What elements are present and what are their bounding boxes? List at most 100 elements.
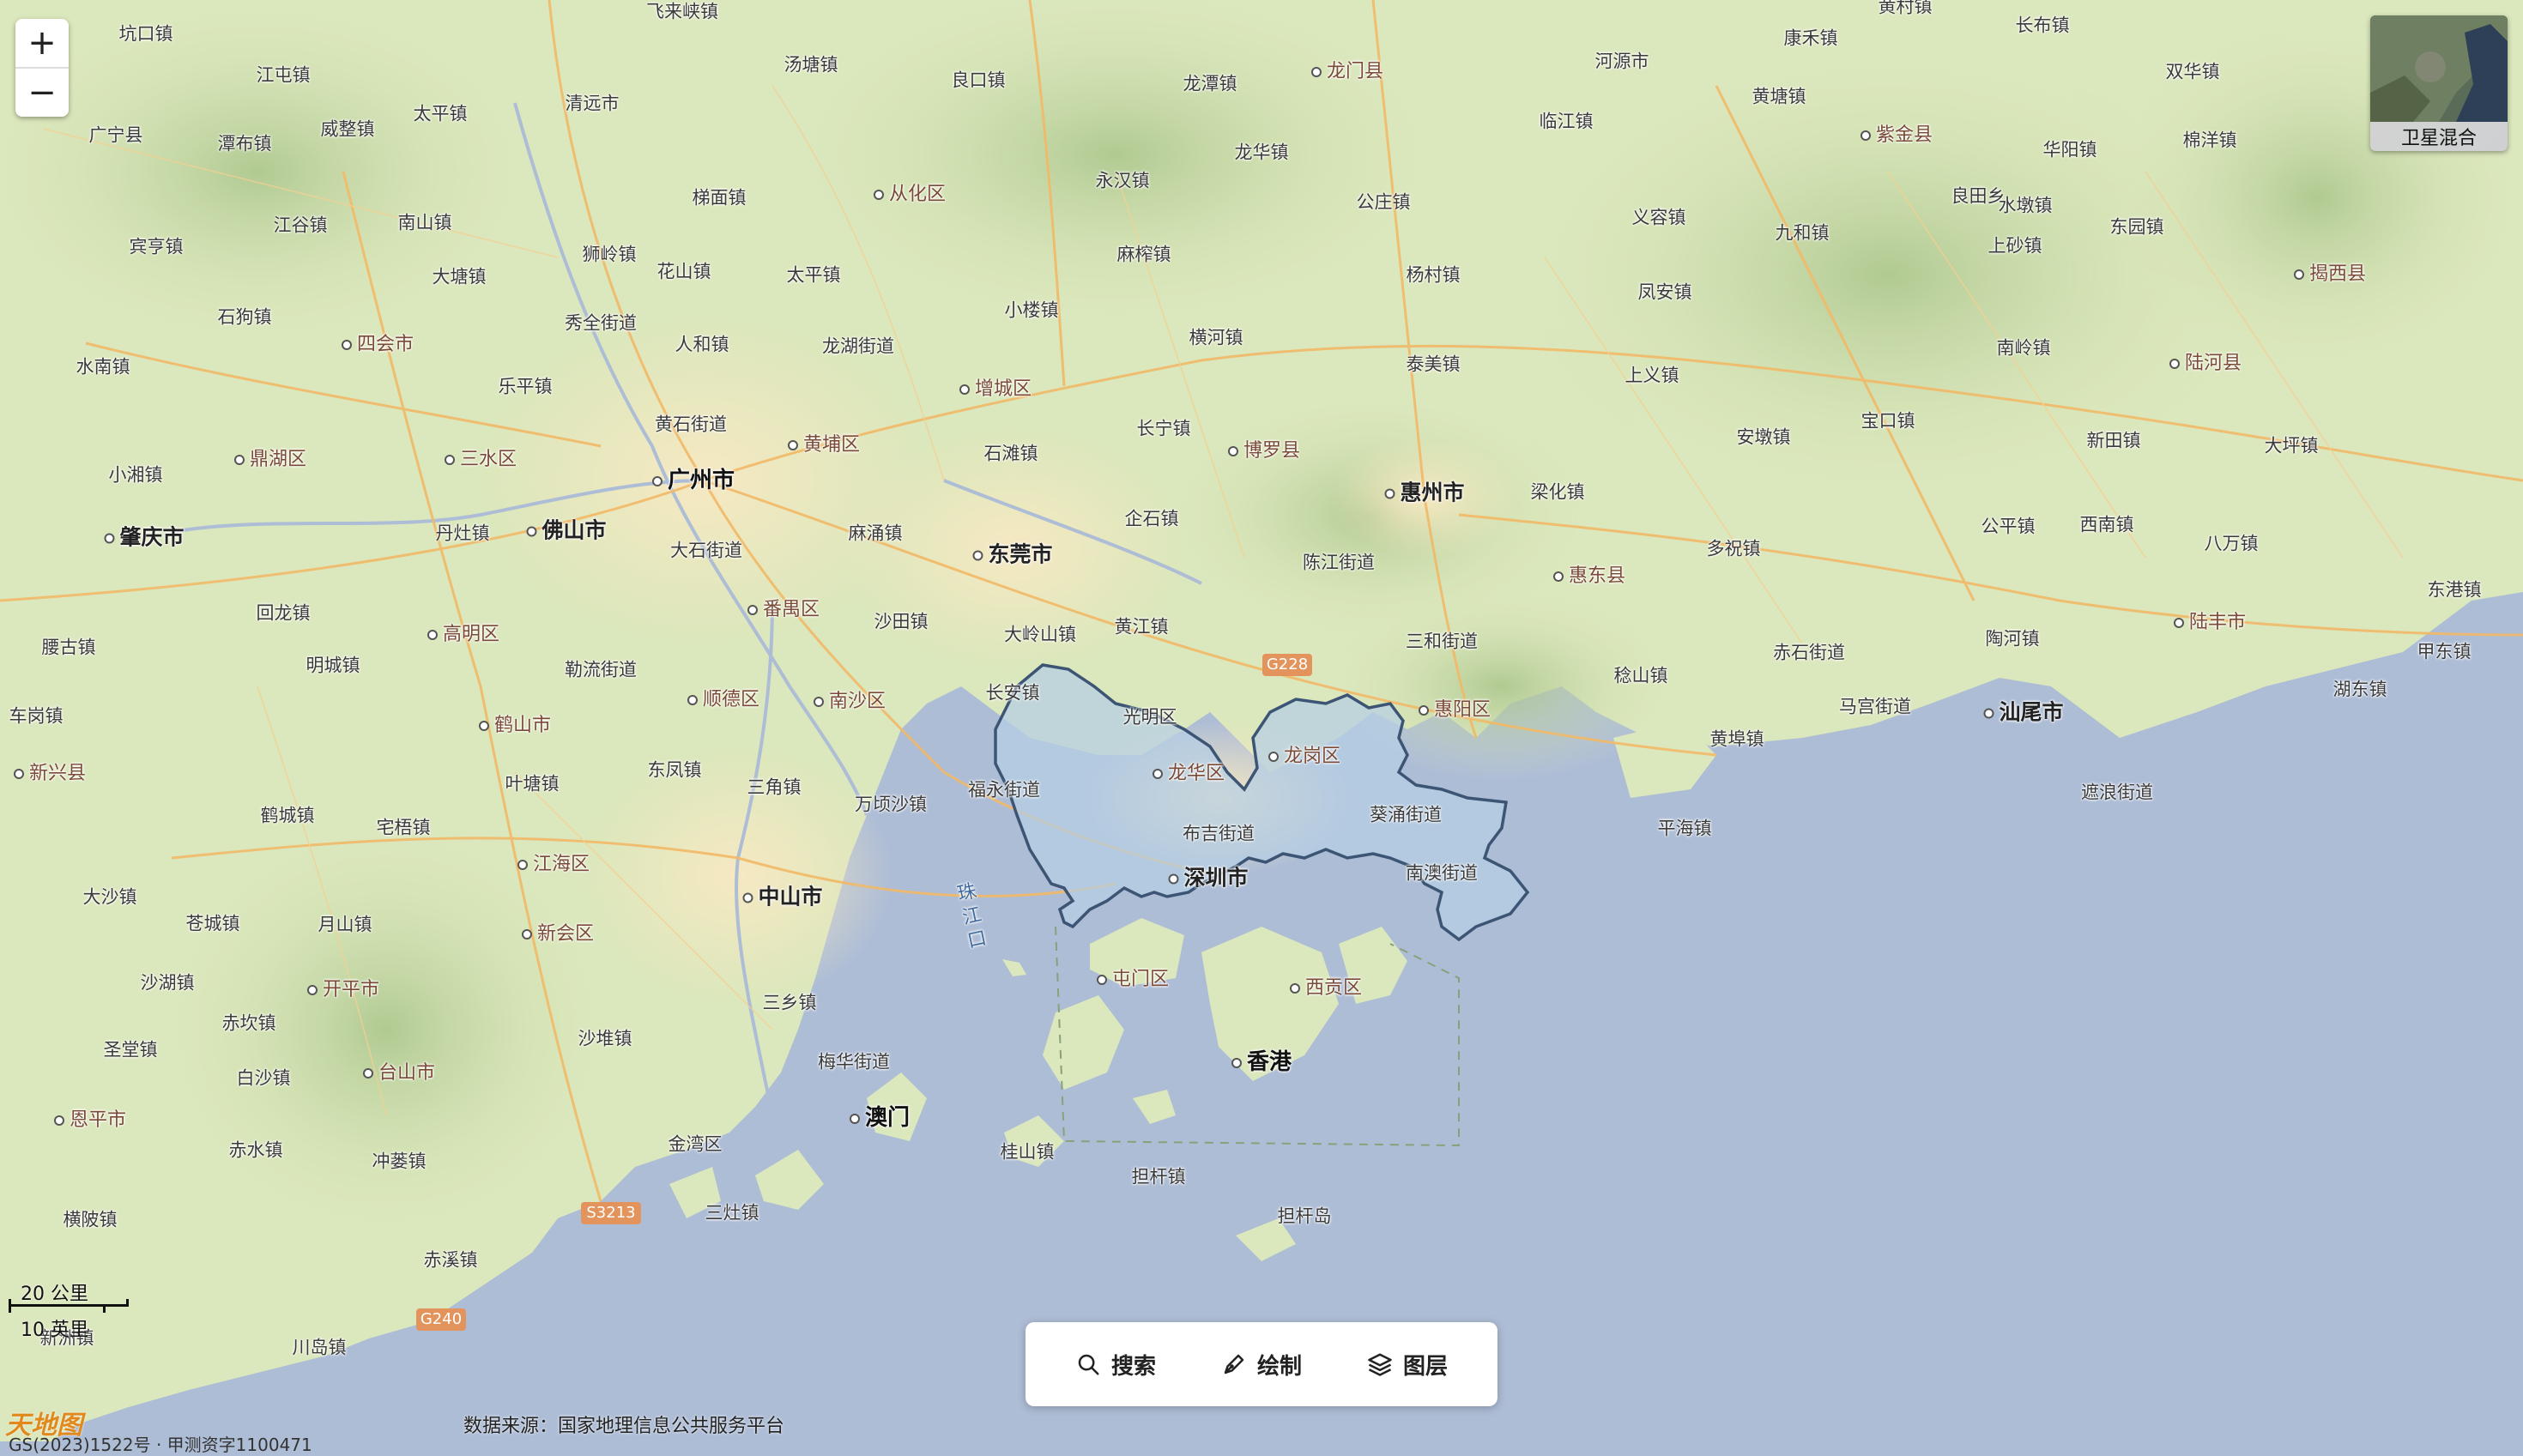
scale-tick xyxy=(103,1304,106,1313)
town-label: 华阳镇 xyxy=(2042,139,2097,160)
place-marker-icon xyxy=(873,190,884,200)
town-label: 福永街道 xyxy=(968,779,1040,800)
place-marker-icon xyxy=(13,769,24,779)
town-label: 狮岭镇 xyxy=(582,244,637,265)
dist-label: 惠阳区 xyxy=(1418,701,1491,720)
place-marker-icon xyxy=(517,860,528,870)
major-label: 澳门 xyxy=(849,1107,910,1129)
town-label: 黄村镇 xyxy=(1878,0,1933,17)
town-label: 坑口镇 xyxy=(118,23,173,45)
layers-button[interactable]: 图层 xyxy=(1367,1349,1448,1380)
town-label: 潭布镇 xyxy=(217,133,272,154)
draw-button[interactable]: 绘制 xyxy=(1221,1349,1302,1380)
major-label: 广州市 xyxy=(651,469,735,492)
town-label: 麻涌镇 xyxy=(848,523,903,544)
town-label: 义容镇 xyxy=(1631,207,1686,228)
dist-label: 博罗县 xyxy=(1227,442,1300,461)
town-label: 水墩镇 xyxy=(1998,195,2053,216)
dist-label: 番禺区 xyxy=(747,601,820,619)
search-button-label: 搜索 xyxy=(1110,1353,1156,1380)
scale-tick xyxy=(126,1299,129,1306)
city-label: 肇庆市 xyxy=(104,527,185,548)
town-label: 黄江镇 xyxy=(1114,616,1169,637)
dist-label: 陆河县 xyxy=(2169,354,2242,373)
town-label: 担杆岛 xyxy=(1277,1205,1332,1227)
road-number-label: G228 xyxy=(1266,656,1309,674)
road-shield-s3213 xyxy=(581,1202,641,1224)
hk-boundary xyxy=(1055,926,1460,1147)
place-marker-icon xyxy=(478,721,489,731)
town-label: 白沙镇 xyxy=(236,1067,291,1089)
dist-label: 龙岗区 xyxy=(1268,747,1340,766)
town-label: 棉洋镇 xyxy=(2182,130,2237,151)
roads xyxy=(0,0,2523,1202)
town-label: 沙田镇 xyxy=(874,611,929,632)
place-marker-icon xyxy=(427,630,438,640)
zoom-out-button[interactable]: − xyxy=(27,73,57,112)
dist-label: 黄埔区 xyxy=(787,436,860,455)
minor-roads xyxy=(42,85,2404,1116)
place-marker-icon xyxy=(521,929,532,939)
scale-tick xyxy=(9,1299,11,1313)
town-label: 黄埠镇 xyxy=(1709,728,1764,750)
place-marker-icon xyxy=(1310,67,1322,77)
place-marker-icon xyxy=(2173,618,2184,628)
town-label: 八万镇 xyxy=(2204,533,2259,554)
town-label: 沙湖镇 xyxy=(140,972,195,994)
town-label: 安墩镇 xyxy=(1736,426,1791,448)
place-marker-icon xyxy=(651,475,663,486)
place-marker-icon xyxy=(2293,269,2304,280)
dist-label: 从化区 xyxy=(873,185,946,204)
town-label: 勒流街道 xyxy=(565,659,637,680)
town-label: 长安镇 xyxy=(985,682,1040,704)
town-label: 葵涌街道 xyxy=(1370,804,1442,825)
zoom-in-button[interactable]: + xyxy=(27,23,57,63)
town-label: 陈江街道 xyxy=(1303,552,1375,573)
place-marker-icon xyxy=(444,455,455,465)
town-label: 鹤城镇 xyxy=(260,805,315,826)
major-label: 香港 xyxy=(1231,1051,1292,1073)
city-label: 汕尾市 xyxy=(1983,702,2064,723)
town-label: 公平镇 xyxy=(1981,516,2036,537)
town-label: 宾亨镇 xyxy=(129,236,184,257)
town-label: 新洲镇 xyxy=(39,1327,94,1349)
place-marker-icon xyxy=(972,550,983,561)
place-marker-icon xyxy=(1418,705,1429,716)
town-label: 甲东镇 xyxy=(2417,641,2472,662)
town-label: 水南镇 xyxy=(76,356,130,378)
town-label: 小湘镇 xyxy=(108,464,163,486)
islands xyxy=(669,721,1716,1261)
town-label: 康禾镇 xyxy=(1783,27,1838,49)
town-label: 月山镇 xyxy=(318,914,372,935)
town-label: 冲蒌镇 xyxy=(372,1151,427,1172)
zoom-divider xyxy=(15,67,69,69)
place-marker-icon xyxy=(1227,446,1238,456)
road-number-label: G240 xyxy=(420,1310,463,1328)
place-marker-icon xyxy=(1096,975,1107,985)
town-label: 公庄镇 xyxy=(1356,191,1411,213)
town-label: 临江镇 xyxy=(1539,111,1594,132)
town-label: 人和镇 xyxy=(675,334,729,355)
dist-label: 台山市 xyxy=(362,1064,435,1083)
town-label: 南澳街道 xyxy=(1406,862,1478,884)
town-label: 大石街道 xyxy=(670,540,742,561)
town-label: 苍城镇 xyxy=(185,913,240,934)
search-button[interactable]: 搜索 xyxy=(1075,1349,1156,1380)
dist-label: 龙华区 xyxy=(1152,764,1225,783)
town-label: 赤石街道 xyxy=(1773,642,1845,663)
town-label: 金湾区 xyxy=(668,1133,723,1155)
dist-label: 恩平市 xyxy=(53,1111,126,1130)
dist-label: 南沙区 xyxy=(813,692,886,711)
road-number-label: S3213 xyxy=(586,1204,636,1222)
town-label: 回龙镇 xyxy=(256,602,311,624)
layer-switch-button[interactable]: 卫星混合 xyxy=(2370,15,2508,151)
place-marker-icon xyxy=(959,384,970,395)
place-marker-icon xyxy=(1152,769,1163,779)
place-marker-icon xyxy=(362,1068,373,1078)
town-label: 石滩镇 xyxy=(983,443,1038,464)
town-label: 黄石街道 xyxy=(655,414,727,435)
dist-label: 鼎湖区 xyxy=(233,450,306,469)
dist-label: 高明区 xyxy=(427,625,499,644)
dist-label: 三水区 xyxy=(444,450,517,469)
